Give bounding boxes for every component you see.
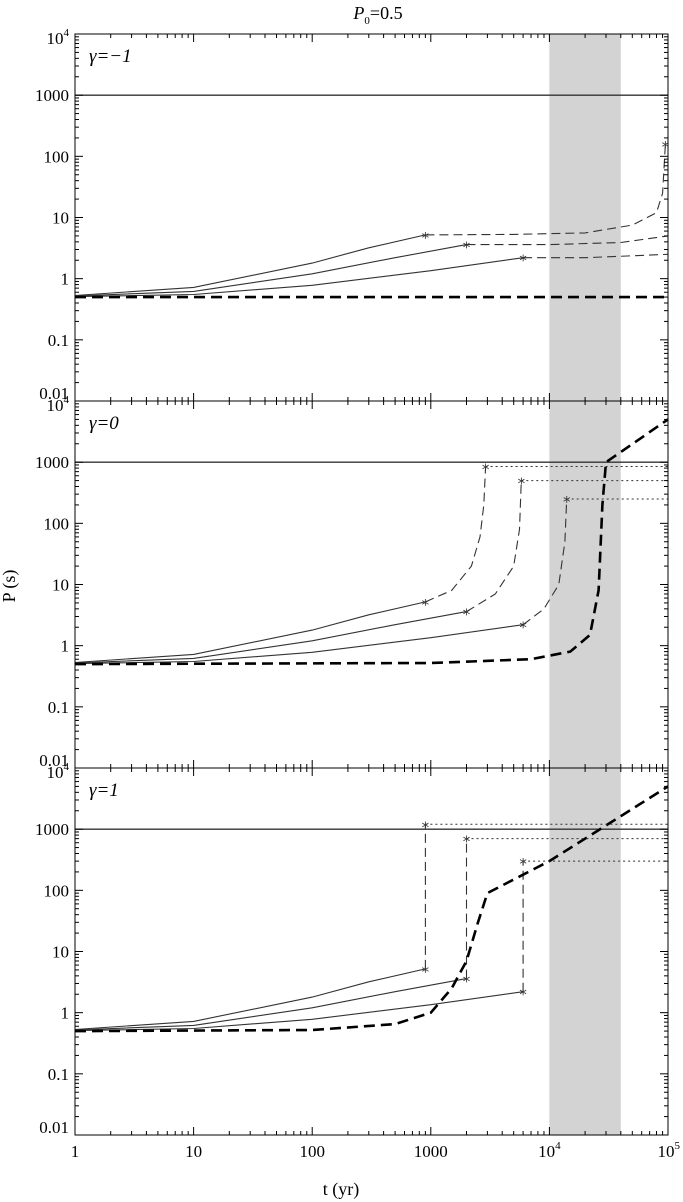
- y-tick-label: 1: [61, 1004, 70, 1023]
- series-5-thin-dashed: [466, 235, 669, 246]
- y-tick-label: 1000: [35, 453, 69, 472]
- series-7-thick-dashed: [74, 418, 669, 666]
- y-tick-label: 0.01: [39, 1118, 69, 1137]
- y-tick-label: 0.01: [39, 751, 69, 770]
- star-marker: *: [463, 973, 471, 991]
- x-tick-label: 104: [538, 1140, 561, 1161]
- title-subscript: 0: [364, 15, 370, 27]
- series-1-thin-solid: [74, 234, 426, 297]
- star-marker: *: [422, 229, 430, 247]
- y-tick-label: 10: [52, 943, 69, 962]
- x-tick-label: 105: [658, 1140, 681, 1161]
- series-1-thin-solid: [74, 601, 426, 664]
- y-tick-label: 104: [47, 27, 70, 48]
- y-tick-label: 1: [61, 270, 70, 289]
- series-3-thin-solid: [74, 991, 524, 1032]
- star-marker: *: [662, 138, 670, 156]
- x-axis-label: t (yr): [323, 1179, 359, 1200]
- star-marker: *: [422, 596, 430, 614]
- y-tick-label: 10: [52, 576, 69, 595]
- y-tick-label: 1000: [35, 820, 69, 839]
- y-tick-label: 0.1: [48, 1065, 69, 1084]
- y-tick-label: 100: [44, 514, 70, 533]
- star-marker: *: [463, 239, 471, 257]
- y-tick-label: 0.01: [39, 384, 69, 403]
- series-3-thin-solid: [74, 624, 524, 665]
- x-tick-label: 1: [71, 1142, 80, 1161]
- panel-label: γ=−1: [89, 46, 132, 67]
- series-7-thick-dashed: [74, 785, 669, 1033]
- y-tick-label: 1000: [35, 86, 69, 105]
- y-tick-label: 0.1: [48, 331, 69, 350]
- y-tick-label: 1: [61, 637, 70, 656]
- series-1-thin-solid: [74, 968, 426, 1031]
- title-suffix: =0.5: [370, 3, 403, 23]
- series-2-thin-solid: [74, 244, 467, 297]
- star-marker: *: [563, 493, 571, 511]
- panel-3: * * * * * * 0.01 0.1 1 10 100 1000 104 1 10 100 1000 104 1…: [35, 761, 681, 1161]
- star-marker: *: [422, 963, 430, 981]
- y-tick-label: 104: [47, 394, 70, 415]
- series-2-thin-solid: [74, 978, 467, 1031]
- figure-title: P0=0.5: [352, 3, 402, 27]
- panel-2: * * * * * * 0.01 0.1 1 10 100 1000 104 γ=0: [35, 394, 669, 770]
- star-marker: *: [519, 986, 527, 1004]
- y-tick-label: 10: [52, 209, 69, 228]
- series-4-thin-dashed: [425, 143, 666, 236]
- star-marker: *: [518, 475, 526, 493]
- panel-label: γ=1: [89, 780, 119, 801]
- shaded-band: [549, 34, 621, 401]
- star-marker: *: [482, 460, 490, 478]
- series-2-thin-solid: [74, 611, 467, 664]
- star-marker: *: [519, 252, 527, 270]
- star-marker: *: [519, 855, 527, 873]
- panel-1: * * * * 0.01 0.1 1 10 100 1000 104 γ=−1: [35, 27, 670, 403]
- y-tick-label: 100: [44, 147, 70, 166]
- x-tick-label: 10: [185, 1142, 202, 1161]
- y-tick-label: 104: [47, 761, 70, 782]
- title-prefix: P: [352, 3, 364, 23]
- y-tick-label: 0.1: [48, 698, 69, 717]
- series-4-thin-dashed: [425, 466, 487, 603]
- star-marker: *: [422, 818, 430, 836]
- shaded-band: [549, 401, 621, 768]
- star-marker: *: [463, 833, 471, 851]
- x-tick-label: 100: [299, 1142, 325, 1161]
- x-tick-label: 1000: [414, 1142, 448, 1161]
- series-6-thin-dashed: [522, 498, 568, 626]
- y-axis-label: P (s): [0, 570, 20, 603]
- svg-text:P0=0.5: P0=0.5: [352, 3, 402, 27]
- star-marker: *: [463, 606, 471, 624]
- panel-label: γ=0: [89, 413, 119, 434]
- series-5-thin-dashed: [466, 480, 522, 613]
- y-tick-label: 100: [44, 881, 70, 900]
- star-marker: *: [519, 619, 527, 637]
- panels: * * * * 0.01 0.1 1 10 100 1000 104 γ=−1 * * * * * * 0.01 0.…: [35, 27, 681, 1161]
- series-3-thin-solid: [74, 257, 524, 298]
- series-6-thin-dashed: [523, 253, 669, 259]
